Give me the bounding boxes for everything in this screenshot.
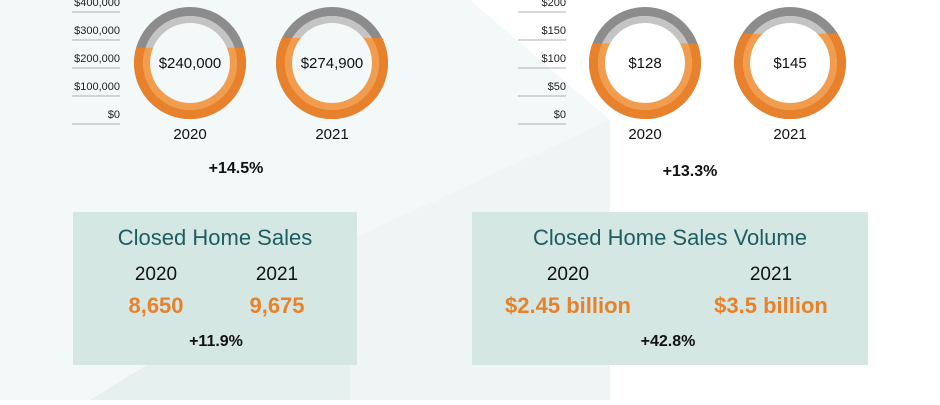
- gauge-fill-inner: [598, 43, 692, 110]
- gauge-value: $274,900: [301, 55, 364, 72]
- box-year: 2020: [547, 264, 589, 285]
- gauge-fill: [589, 43, 701, 119]
- gauge-year: 2020: [173, 126, 206, 143]
- scale-label: $50: [548, 81, 566, 93]
- box-value: $3.5 billion: [714, 293, 828, 318]
- gauge-value: $128: [628, 55, 661, 72]
- gauge-fill-outer: [134, 47, 246, 119]
- gauge-fill-inner: [285, 38, 379, 110]
- box-title: Closed Home Sales Volume: [533, 225, 807, 250]
- box-value: 9,675: [249, 293, 304, 318]
- change: +13.3%: [663, 163, 718, 180]
- gauge-fill: [734, 33, 846, 119]
- gauge-fill-outer: [734, 33, 846, 119]
- box-value: 8,650: [128, 293, 183, 318]
- scale-label: $150: [542, 25, 566, 37]
- scale-label: $200: [542, 0, 566, 9]
- scale-label: $100,000: [74, 81, 120, 93]
- gauge-value: $240,000: [159, 55, 222, 72]
- gauge-fill-inner: [743, 33, 837, 110]
- gauge-year: 2020: [628, 126, 661, 143]
- stat-box: [472, 212, 868, 365]
- gauge-fill-outer: [589, 43, 701, 119]
- box-change: +42.8%: [641, 333, 696, 350]
- gauge-fill: [134, 47, 246, 119]
- box-year: 2020: [135, 264, 177, 285]
- box-value: $2.45 billion: [505, 293, 631, 318]
- gauge-value: $145: [773, 55, 806, 72]
- gauge-fill-inner: [143, 47, 237, 110]
- box-change: +11.9%: [189, 333, 243, 350]
- stat-box: [73, 212, 357, 365]
- scale-label: $300,000: [74, 25, 120, 37]
- scale-label: $0: [108, 109, 120, 121]
- scale-label: $400,000: [74, 0, 120, 9]
- gauge-year: 2021: [315, 126, 348, 143]
- scale-label: $0: [554, 109, 566, 121]
- box-year: 2021: [256, 264, 298, 285]
- change: +14.5%: [209, 160, 264, 177]
- box-title: Closed Home Sales: [118, 225, 312, 250]
- scale-label: $100: [542, 53, 566, 65]
- box-year: 2021: [750, 264, 792, 285]
- scale-label: $200,000: [74, 53, 120, 65]
- gauge-year: 2021: [773, 126, 806, 143]
- gauge-fill-outer: [276, 38, 388, 119]
- gauge-fill: [276, 38, 388, 119]
